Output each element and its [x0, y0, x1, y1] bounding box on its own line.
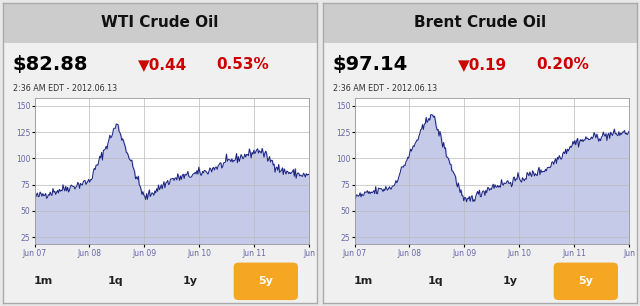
Text: 2:36 AM EDT - 2012.06.13: 2:36 AM EDT - 2012.06.13: [13, 84, 116, 93]
Text: 1y: 1y: [183, 276, 198, 286]
FancyBboxPatch shape: [479, 263, 543, 300]
Text: $97.14: $97.14: [333, 55, 408, 74]
Text: 0.20%: 0.20%: [536, 57, 589, 72]
FancyBboxPatch shape: [403, 263, 467, 300]
FancyBboxPatch shape: [11, 263, 76, 300]
FancyBboxPatch shape: [323, 3, 637, 43]
FancyBboxPatch shape: [83, 263, 147, 300]
Text: ▼0.19: ▼0.19: [458, 57, 507, 72]
Text: 2:36 AM EDT - 2012.06.13: 2:36 AM EDT - 2012.06.13: [333, 84, 436, 93]
Text: 5y: 5y: [259, 276, 273, 286]
Text: $82.88: $82.88: [13, 55, 88, 74]
Text: 0.53%: 0.53%: [216, 57, 269, 72]
FancyBboxPatch shape: [3, 3, 317, 43]
Text: 1q: 1q: [108, 276, 123, 286]
Text: 1m: 1m: [33, 276, 53, 286]
Text: Brent Crude Oil: Brent Crude Oil: [414, 15, 546, 30]
Text: WTI Crude Oil: WTI Crude Oil: [101, 15, 219, 30]
FancyBboxPatch shape: [331, 263, 396, 300]
Text: 1y: 1y: [503, 276, 518, 286]
Text: 1q: 1q: [428, 276, 443, 286]
FancyBboxPatch shape: [234, 263, 298, 300]
FancyBboxPatch shape: [159, 263, 223, 300]
Text: 1m: 1m: [353, 276, 373, 286]
Text: 5y: 5y: [579, 276, 593, 286]
Text: ▼0.44: ▼0.44: [138, 57, 188, 72]
FancyBboxPatch shape: [554, 263, 618, 300]
